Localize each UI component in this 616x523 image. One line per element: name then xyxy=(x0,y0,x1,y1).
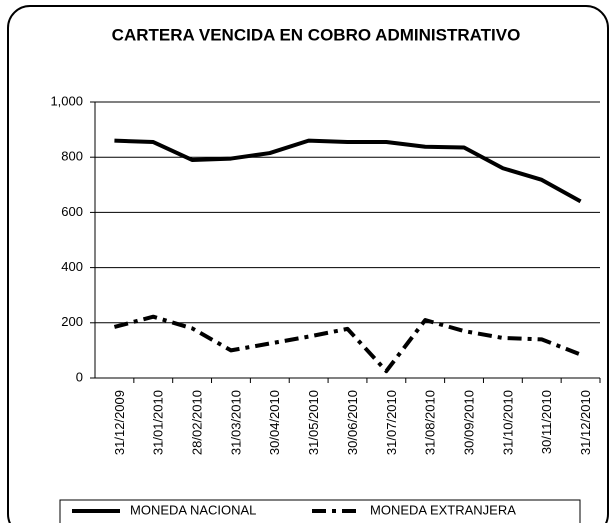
y-tick-label: 800 xyxy=(61,149,83,164)
x-tick-label: 31/05/2010 xyxy=(306,390,321,455)
x-tick-label: 31/01/2010 xyxy=(151,390,166,455)
y-tick-label: 400 xyxy=(61,259,83,274)
x-tick-label: 31/12/2010 xyxy=(578,390,593,455)
y-tick-label: 200 xyxy=(61,314,83,329)
x-tick-label: 31/03/2010 xyxy=(228,390,243,455)
y-tick-label: 1,000 xyxy=(50,93,83,108)
x-tick-label: 30/06/2010 xyxy=(345,390,360,455)
x-tick-label: 30/09/2010 xyxy=(461,390,476,455)
x-tick-label: 31/07/2010 xyxy=(384,390,399,455)
y-tick-label: 0 xyxy=(76,369,83,384)
x-tick-label: 31/08/2010 xyxy=(423,390,438,455)
x-tick-label: 31/12/2009 xyxy=(112,390,127,455)
x-tick-label: 30/11/2010 xyxy=(539,390,554,454)
x-tick-label: 28/02/2010 xyxy=(190,390,205,455)
legend-label: MONEDA NACIONAL xyxy=(130,502,256,517)
x-tick-label: 30/04/2010 xyxy=(267,390,282,455)
y-tick-label: 600 xyxy=(61,204,83,219)
x-tick-label: 31/10/2010 xyxy=(500,390,515,455)
series-line xyxy=(113,314,582,374)
chart-frame xyxy=(7,5,609,523)
series-line xyxy=(114,138,582,204)
chart-title: CARTERA VENCIDA EN COBRO ADMINISTRATIVO xyxy=(112,25,521,44)
legend-label: MONEDA EXTRANJERA xyxy=(370,502,516,517)
